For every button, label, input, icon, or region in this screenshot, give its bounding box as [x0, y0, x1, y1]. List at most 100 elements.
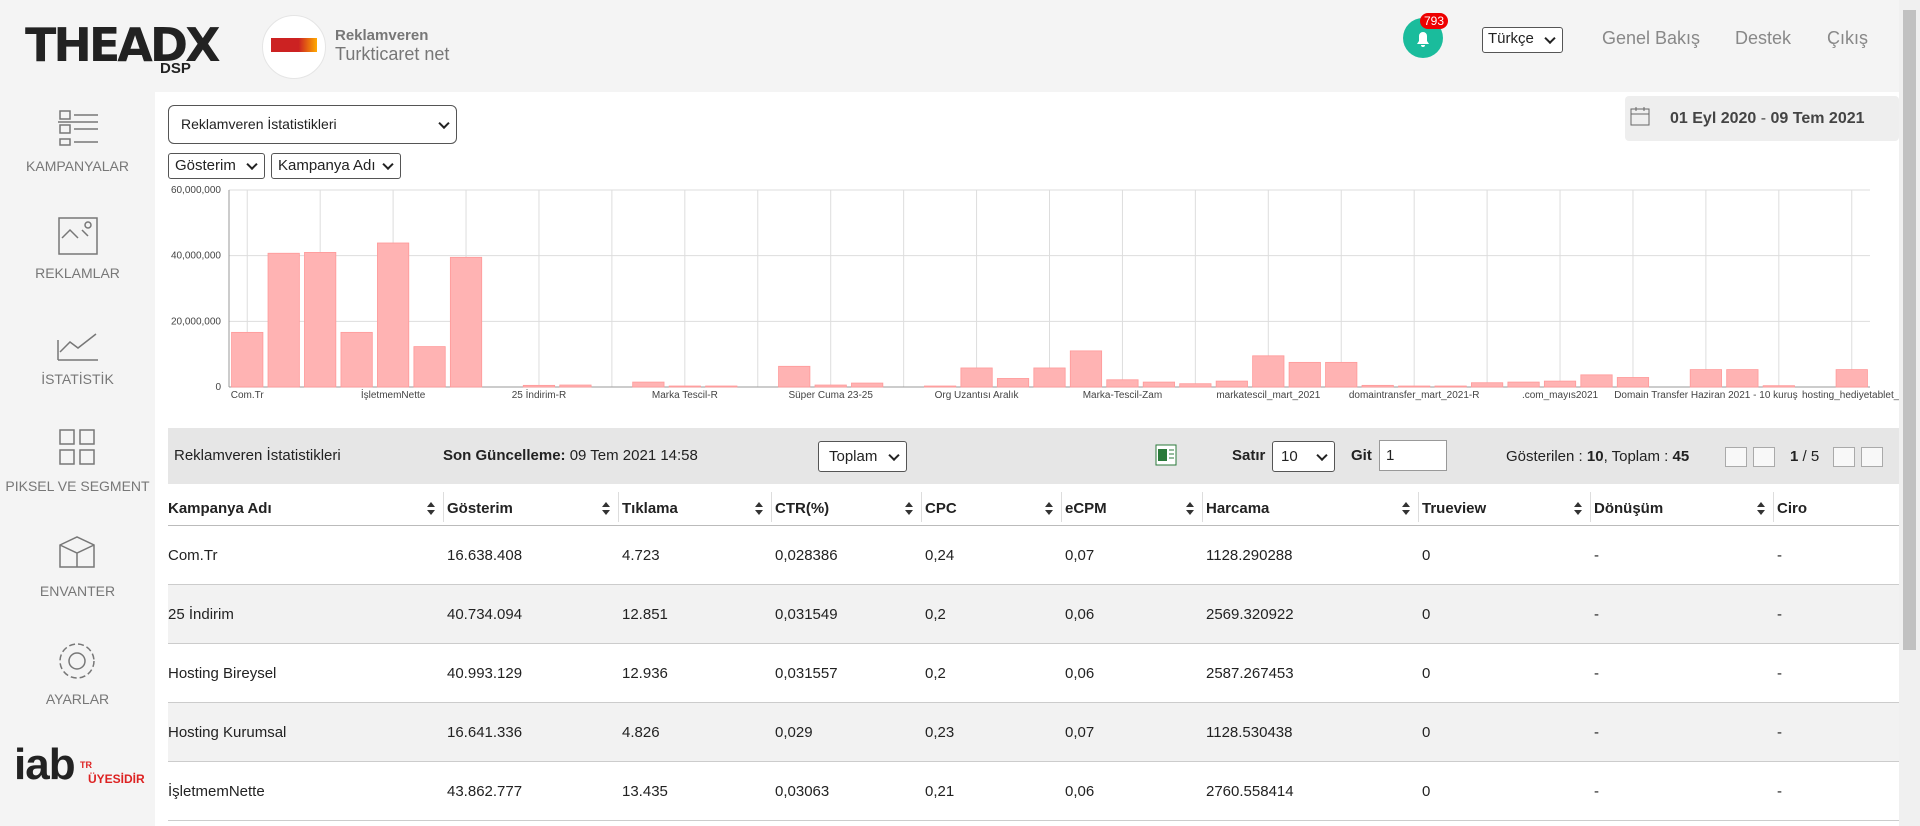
- excel-export[interactable]: [1155, 444, 1177, 466]
- column-divider: [443, 492, 444, 522]
- column-header[interactable]: CPC: [925, 500, 957, 517]
- x-tick-label: Com.Tr: [231, 390, 265, 401]
- header-border: [168, 525, 1899, 526]
- table-toolbar: [168, 428, 1899, 484]
- last-update-label: Son Güncelleme:: [443, 447, 566, 464]
- column-divider: [1773, 492, 1774, 522]
- column-header[interactable]: Trueview: [1422, 500, 1487, 517]
- column-header[interactable]: eCPM: [1065, 500, 1107, 517]
- column-header[interactable]: Dönüşüm: [1594, 500, 1664, 517]
- next-page[interactable]: [1833, 447, 1855, 467]
- last-page[interactable]: [1861, 447, 1883, 467]
- table-cell: -: [1777, 606, 1782, 623]
- bar: [632, 381, 665, 388]
- table-cell: 2569.320922: [1206, 606, 1294, 623]
- scrollbar[interactable]: [1899, 0, 1920, 826]
- table-cell: -: [1594, 606, 1599, 623]
- aggregate-select[interactable]: Toplam: [818, 441, 907, 472]
- table-cell: 1128.290288: [1206, 547, 1293, 564]
- column-header[interactable]: Harcama: [1206, 500, 1270, 517]
- sidebar-icons: [57, 110, 98, 679]
- column-divider: [1202, 492, 1203, 522]
- table-row: [168, 644, 1899, 703]
- bar: [1835, 369, 1868, 388]
- goto-input[interactable]: 1: [1379, 440, 1447, 471]
- table-cell: 0: [1422, 724, 1431, 741]
- table-title: Reklamveren İstatistikleri: [174, 447, 341, 464]
- bar: [449, 256, 483, 388]
- rows-select[interactable]: 10: [1272, 441, 1335, 472]
- nav-link[interactable]: Çıkış: [1827, 28, 1869, 48]
- table-cell: 16.641.336: [447, 724, 523, 741]
- table-cell: 0,07: [1065, 724, 1095, 741]
- advertiser-name: Turkticaret net: [335, 44, 450, 64]
- sort-icon: [1402, 502, 1410, 507]
- bar: [1325, 361, 1358, 388]
- sidebar-item[interactable]: ENVANTER: [39, 583, 116, 599]
- table-row: [168, 762, 1899, 821]
- sort-icon: [1574, 510, 1582, 515]
- sort-icon: [427, 502, 435, 507]
- table-cell: -: [1777, 724, 1782, 741]
- bar: [814, 384, 847, 388]
- table-cell: 12.851: [622, 606, 668, 623]
- bar: [1689, 369, 1722, 388]
- table-cell: 0: [1422, 783, 1431, 800]
- column-header[interactable]: CTR(%): [775, 500, 830, 517]
- bar: [559, 384, 592, 388]
- table-cell: 0,06: [1065, 606, 1095, 623]
- table-cell: 0,031557: [775, 665, 838, 682]
- bar: [1507, 381, 1540, 388]
- x-tick-label: İşletmemNette: [361, 388, 426, 401]
- sidebar-item[interactable]: İSTATİSTİK: [41, 371, 114, 387]
- table-cell: 12.936: [622, 665, 668, 682]
- iab-member: ÜYESİDİR: [88, 772, 145, 786]
- nav-link[interactable]: Destek: [1735, 28, 1792, 48]
- table-cell: 13.435: [622, 783, 668, 800]
- logo[interactable]: THEADX: [25, 18, 221, 72]
- table-row: [168, 526, 1899, 585]
- column-header[interactable]: Ciro: [1777, 500, 1807, 517]
- group-select[interactable]: Kampanya Adı: [271, 153, 401, 179]
- bar: [1543, 380, 1577, 388]
- bar: [1726, 369, 1759, 388]
- table-cell: Hosting Kurumsal: [168, 724, 287, 741]
- nav-link[interactable]: Genel Bakış: [1602, 28, 1701, 48]
- report-select[interactable]: Reklamveren İstatistikleri: [168, 105, 457, 144]
- table-cell: 0,23: [925, 724, 955, 741]
- table-cell: 4.826: [622, 724, 660, 741]
- sidebar-item[interactable]: REKLAMLAR: [35, 265, 120, 281]
- bar: [924, 385, 957, 388]
- sidebar-item[interactable]: PIKSEL VE SEGMENT: [5, 478, 150, 494]
- sort-icon: [1186, 502, 1194, 507]
- sidebar-item[interactable]: AYARLAR: [45, 691, 110, 707]
- column-header[interactable]: Gösterim: [447, 500, 513, 517]
- sort-icon: [1757, 502, 1765, 507]
- metric-select[interactable]: Gösterim: [168, 153, 265, 179]
- sort-icon: [1402, 510, 1410, 515]
- language-select[interactable]: Türkçe: [1482, 27, 1563, 53]
- y-tick-label: 60,000,000: [171, 185, 221, 196]
- column-header[interactable]: Tıklama: [622, 500, 678, 517]
- bar: [1361, 384, 1394, 388]
- x-tick-label: .com_mayıs2021: [1522, 390, 1599, 401]
- table-cell: 0: [1422, 665, 1431, 682]
- prev-page[interactable]: [1753, 447, 1775, 467]
- page-count: 5: [1810, 448, 1820, 465]
- date-range[interactable]: 01 Eyl 2020 - 09 Tem 2021: [1625, 96, 1899, 141]
- sort-icon: [1574, 502, 1582, 507]
- first-page[interactable]: [1725, 447, 1747, 467]
- sort-icon: [905, 502, 913, 507]
- column-divider: [1590, 492, 1591, 522]
- goto-label: Git: [1351, 447, 1372, 464]
- sidebar-item[interactable]: KAMPANYALAR: [26, 158, 129, 174]
- sort-icon: [602, 502, 610, 507]
- table-cell: İşletmemNette: [168, 783, 265, 800]
- column-header[interactable]: Kampanya Adı: [168, 500, 272, 517]
- table-cell: 0,21: [925, 783, 955, 800]
- date-start: 01 Eyl 2020: [1670, 110, 1757, 127]
- bar: [668, 385, 701, 388]
- table-cell: 0,03063: [775, 783, 830, 800]
